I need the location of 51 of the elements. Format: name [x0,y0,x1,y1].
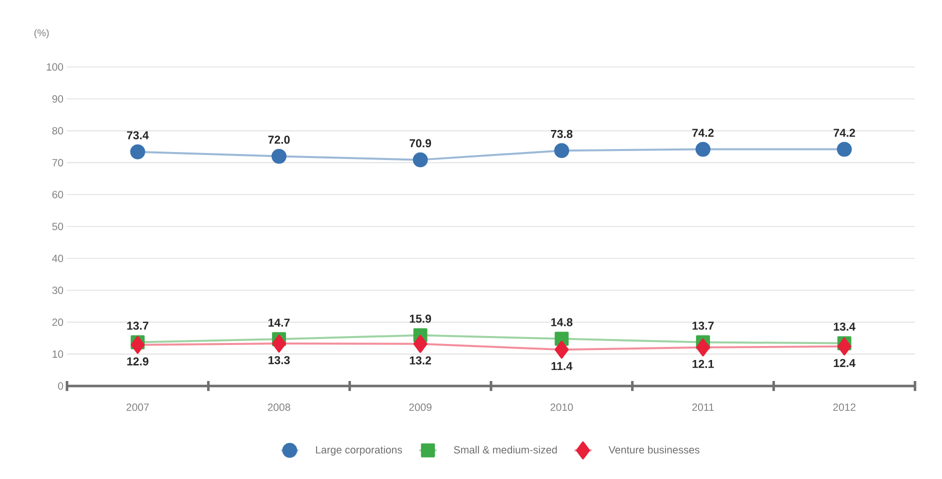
legend-label: Small & medium-sized [454,446,557,454]
point [130,144,146,160]
point [554,340,569,359]
point [272,148,286,164]
data-label: 11.4 [552,362,572,370]
data-label: 13.4 [834,322,856,331]
point [554,143,570,158]
point [836,142,852,157]
data-label: 15.9 [410,314,432,323]
data-label: 70.9 [410,139,432,148]
x-tick-label: 2008 [268,404,290,411]
data-label: 13.2 [410,356,432,365]
point [696,142,710,157]
y-tick-label: 20 [52,318,64,326]
data-label: 13.3 [268,356,290,364]
y-tick-label: 60 [52,190,64,198]
data-label: 13.7 [692,322,714,330]
data-label: 74.2 [834,128,856,137]
y-tick-label: 30 [52,286,64,294]
x-tick-label: 2010 [550,404,573,411]
x-tick-label: 2012 [833,404,856,411]
data-label: 74.2 [692,128,714,137]
y-tick-label: 10 [52,350,64,358]
y-tick-label: 0 [58,382,64,390]
data-label: 13.7 [127,322,148,330]
x-tick-label: 2007 [126,404,149,411]
data-label: 12.4 [834,358,856,367]
point [412,152,428,168]
data-label: 72.0 [268,136,290,144]
y-tick-label: 100 [46,63,64,71]
legend-label: Venture businesses [608,446,700,454]
data-label: 14.8 [551,318,572,326]
y-tick-label: 90 [52,95,64,103]
legend-label: Large corporations [316,446,402,456]
point [837,337,852,356]
point [130,336,145,354]
y-axis-title: (%) [34,29,49,38]
y-tick-label: 80 [52,127,64,134]
point [696,338,710,356]
y-tick-label: 40 [52,254,64,262]
x-tick-label: 2009 [409,404,432,411]
data-label: 14.7 [268,318,290,327]
data-label: 73.8 [551,130,572,138]
point [413,334,428,353]
x-tick-label: 2011 [692,404,714,411]
y-tick-label: 70 [52,158,64,166]
y-tick-label: 50 [52,222,64,230]
data-label: 12.1 [692,360,714,368]
data-label: 73.4 [127,131,149,140]
data-label: 12.9 [127,357,148,366]
point [272,334,286,353]
